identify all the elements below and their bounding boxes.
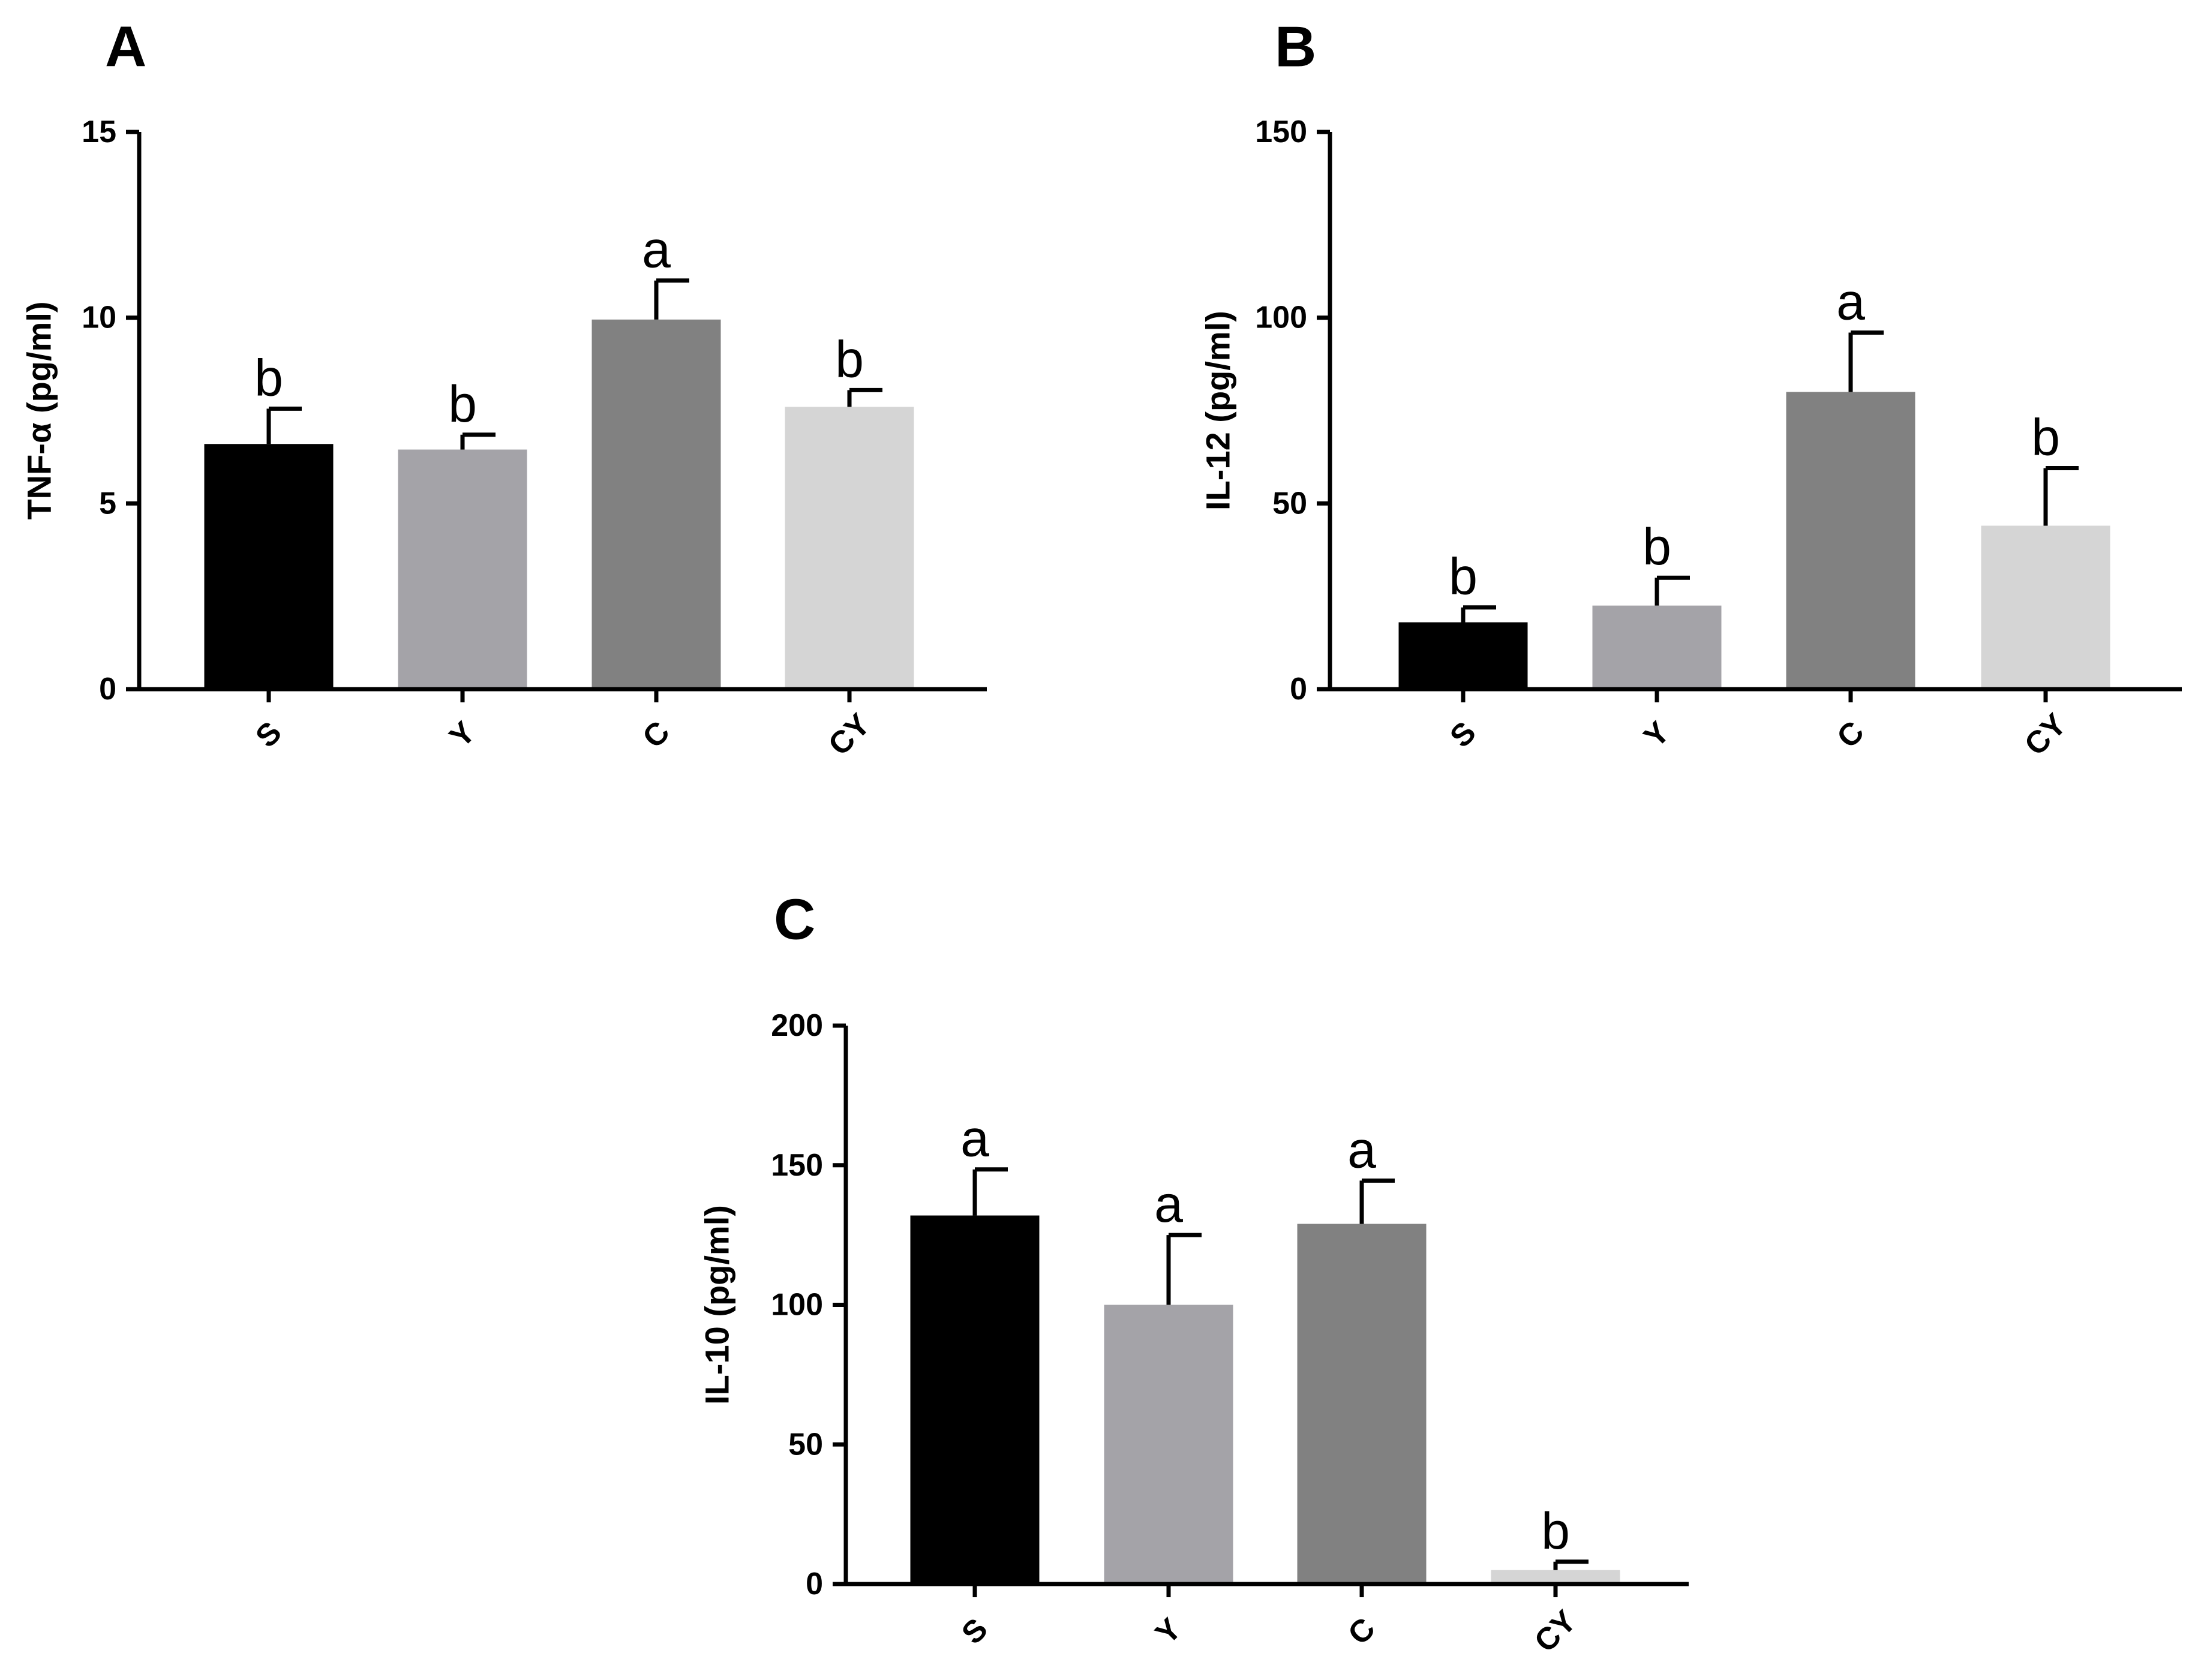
significance-a-y: b	[448, 375, 477, 433]
panel-a-letter: A	[105, 14, 146, 79]
bar-c-cy	[1491, 1570, 1620, 1584]
y-tick-label-a: 10	[82, 300, 116, 335]
bar-c-y	[1104, 1305, 1233, 1584]
y-tick-label-b: 100	[1255, 300, 1307, 335]
panel-c: Ca a a b 0 50 100 150 200 S Y C CY IL-10 (pg/ml)	[698, 887, 1689, 1659]
bar-a-cy	[785, 407, 914, 689]
y-axis-title-a: TNF-α (pg/ml)	[20, 301, 58, 519]
error-bar-a-y	[460, 432, 496, 450]
error-bar-b-y	[1654, 575, 1690, 606]
error-bar-a-cy	[847, 387, 882, 407]
y-tick-label-c: 50	[788, 1427, 823, 1462]
x-tick-label-c-y: Y	[1149, 1612, 1188, 1651]
significance-a-cy: b	[835, 330, 864, 388]
significance-b-c: a	[1836, 273, 1865, 330]
y-axis-title-b: IL-12 (pg/ml)	[1199, 311, 1237, 510]
bar-c-s	[910, 1215, 1040, 1584]
bar-b-cy	[1981, 525, 2110, 689]
panel-b-letter: B	[1275, 14, 1316, 79]
error-bar-c-c	[1359, 1178, 1395, 1224]
significance-b-cy: b	[2031, 408, 2060, 466]
error-bar-b-cy	[2043, 465, 2079, 526]
x-tick-label-c-s: S	[955, 1612, 995, 1651]
y-tick-label-b: 50	[1272, 486, 1307, 521]
y-axis-title-c: IL-10 (pg/ml)	[698, 1205, 736, 1405]
error-bar-a-c	[654, 278, 689, 320]
y-tick-label-c: 150	[771, 1148, 823, 1183]
significance-a-c: a	[642, 221, 671, 279]
significance-c-y: a	[1154, 1176, 1183, 1233]
significance-c-c: a	[1347, 1121, 1376, 1179]
x-tick-label-c-c: C	[1341, 1611, 1382, 1652]
y-tick-label-c: 0	[806, 1567, 823, 1601]
bar-a-c	[591, 319, 721, 689]
y-tick-label-a: 5	[99, 486, 116, 521]
x-tick-label-c-cy: CY	[1528, 1604, 1583, 1659]
error-bar-c-cy	[1553, 1559, 1589, 1570]
error-bar-a-s	[266, 406, 302, 444]
y-tick-label-b: 0	[1290, 672, 1307, 707]
panel-c-letter: C	[774, 887, 815, 951]
panel-a: Ab b a b 0 5 10 15 S Y C CY TNF-α (pg/ml)	[20, 14, 987, 762]
error-bar-c-s	[972, 1167, 1008, 1216]
bar-b-c	[1786, 392, 1915, 689]
error-bar-c-y	[1166, 1233, 1202, 1305]
x-tick-label-b-y: Y	[1637, 715, 1677, 755]
significance-b-y: b	[1643, 518, 1671, 576]
bar-b-y	[1592, 605, 1722, 689]
x-tick-label-b-cy: CY	[2018, 707, 2073, 762]
x-tick-label-a-s: S	[249, 715, 289, 755]
bar-c-c	[1297, 1224, 1427, 1584]
y-tick-label-b: 150	[1255, 115, 1307, 149]
significance-b-s: b	[1449, 548, 1478, 606]
bar-b-s	[1398, 622, 1528, 689]
x-tick-label-b-c: C	[1830, 714, 1871, 755]
x-tick-label-a-c: C	[636, 714, 677, 755]
bar-a-y	[398, 449, 527, 689]
x-tick-label-a-y: Y	[443, 715, 482, 755]
x-tick-label-b-s: S	[1443, 715, 1483, 755]
y-tick-label-a: 0	[99, 672, 116, 707]
y-tick-label-a: 15	[82, 115, 116, 149]
panel-b: Bb b a b 0 50 100 150 S Y C CY IL-12 (pg/ml)	[1199, 14, 2182, 762]
significance-c-s: a	[960, 1110, 989, 1168]
error-bar-b-c	[1848, 330, 1884, 392]
significance-c-cy: b	[1541, 1502, 1570, 1560]
x-tick-label-a-cy: CY	[822, 707, 877, 762]
y-tick-label-c: 100	[771, 1288, 823, 1323]
significance-a-s: b	[254, 349, 283, 407]
y-tick-label-c: 200	[771, 1008, 823, 1043]
bar-a-s	[204, 444, 334, 689]
error-bar-b-s	[1461, 605, 1496, 623]
